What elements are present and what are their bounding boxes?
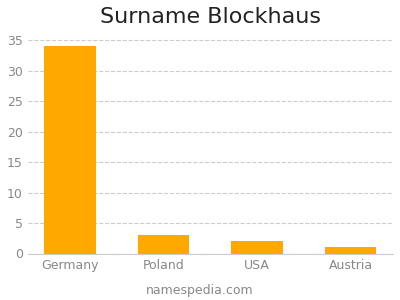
Bar xyxy=(232,241,283,254)
Bar xyxy=(138,235,189,254)
Text: namespedia.com: namespedia.com xyxy=(146,284,254,297)
Title: Surname Blockhaus: Surname Blockhaus xyxy=(100,7,321,27)
Bar xyxy=(325,248,376,254)
Bar xyxy=(44,46,96,254)
